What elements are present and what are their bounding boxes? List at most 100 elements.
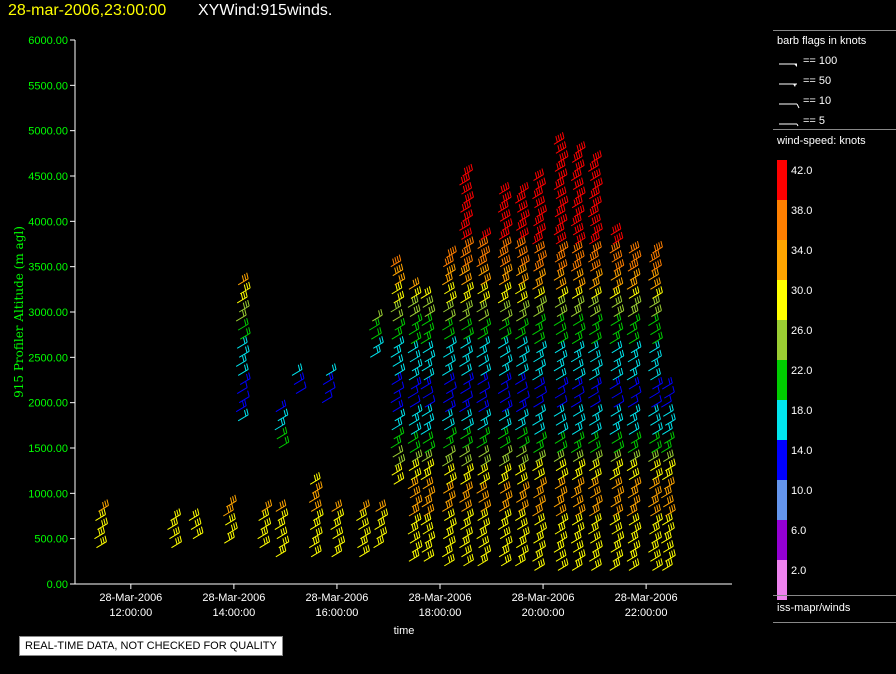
wind-barb-flag	[483, 248, 486, 255]
wind-barb	[476, 350, 487, 358]
wind-barb	[532, 282, 543, 290]
wind-barb-flag	[636, 512, 640, 520]
wind-barb-flag	[597, 332, 600, 340]
wind-barb	[532, 192, 543, 200]
wind-barb-flag	[316, 545, 320, 553]
wind-barb-flag	[523, 337, 526, 344]
wind-barb-flag	[613, 560, 616, 568]
wind-barb	[394, 278, 406, 286]
wind-barb-flag	[524, 409, 527, 417]
wind-barb-flag	[576, 441, 580, 448]
wind-barb-flag	[577, 524, 581, 531]
wind-barb	[373, 541, 384, 549]
wind-barb-flag	[449, 248, 453, 255]
wind-barb-flag	[655, 432, 658, 439]
wind-barb-flag	[660, 422, 663, 429]
wind-barb-flag	[469, 363, 472, 370]
wind-barb	[460, 296, 471, 304]
wind-barb-flag	[198, 527, 202, 535]
wind-barb-flag	[429, 505, 433, 512]
wind-barb-flag	[561, 404, 565, 411]
wind-barb-flag	[427, 541, 431, 548]
wind-barb-flag	[667, 479, 671, 486]
wind-barb-flag	[501, 248, 505, 255]
wind-barb	[499, 486, 511, 494]
wind-barb	[442, 369, 453, 376]
wind-barb	[480, 369, 491, 376]
wind-barb	[630, 482, 642, 490]
wind-barb-flag	[557, 497, 561, 504]
wind-barb-flag	[446, 529, 450, 536]
wind-barb-flag	[579, 432, 583, 439]
wind-barb-flag	[557, 542, 561, 549]
wind-barb	[461, 414, 472, 422]
wind-barb	[498, 414, 510, 422]
wind-barb-flag	[576, 225, 580, 232]
wind-barb	[663, 455, 674, 463]
wind-barb	[652, 337, 663, 345]
wind-barb	[588, 527, 599, 535]
wind-barb-flag	[619, 260, 623, 267]
wind-barb-flag	[518, 249, 522, 256]
wind-barb-flag	[668, 468, 671, 476]
wind-barb-flag	[577, 468, 581, 476]
wind-barb-flag	[454, 245, 457, 252]
wind-barb	[533, 446, 544, 453]
wind-barb-flag	[519, 231, 523, 238]
wind-barb-flag	[539, 169, 542, 176]
wind-barb	[589, 373, 600, 381]
wind-barb	[609, 427, 621, 435]
wind-barb-flag	[397, 293, 400, 300]
wind-barb	[392, 269, 404, 277]
wind-barb	[190, 523, 202, 531]
wind-barb-flag	[541, 450, 544, 458]
speed-swatch-label: 6.0	[791, 525, 807, 537]
wind-barb-flag	[540, 196, 543, 204]
wind-barb-flag	[466, 211, 469, 219]
wind-barb	[555, 554, 567, 562]
wind-barb	[462, 169, 473, 177]
wind-barb-flag	[579, 168, 582, 175]
wind-barb-flag	[313, 474, 317, 481]
wind-barb	[424, 491, 436, 499]
wind-barb-flag	[415, 476, 419, 483]
wind-barb	[392, 450, 404, 458]
wind-barb-flag	[467, 319, 470, 326]
wind-barb	[225, 518, 236, 526]
wind-barb-flag	[198, 517, 202, 524]
wind-barb-flag	[636, 558, 640, 565]
wind-barb	[407, 482, 419, 490]
wind-barb	[498, 369, 510, 376]
wind-barb-flag	[562, 532, 566, 539]
wind-barb	[570, 355, 582, 363]
wind-barb-flag	[299, 373, 303, 380]
wind-barb	[570, 219, 582, 227]
wind-barb-flag	[564, 168, 568, 175]
wind-barb	[591, 337, 602, 345]
wind-barb-flag	[618, 449, 622, 456]
wind-barb	[499, 350, 511, 358]
wind-barb-flag	[448, 273, 451, 281]
wind-barb-flag	[509, 463, 512, 470]
y-axis-label: 915 Profiler Altitude (m agl)	[12, 226, 26, 398]
wind-barb-flag	[600, 494, 603, 502]
wind-barb	[410, 382, 422, 390]
wind-barb-flag	[634, 367, 638, 375]
wind-barb	[391, 332, 403, 340]
wind-barb	[627, 536, 639, 544]
wind-barb-flag	[467, 364, 470, 371]
wind-barb-flag	[632, 459, 636, 467]
wind-barb-flag	[657, 305, 660, 312]
wind-barb-flag	[483, 419, 486, 426]
wind-barb-flag	[510, 218, 513, 225]
wind-barb-flag	[419, 494, 423, 502]
wind-barb-flag	[660, 376, 663, 384]
wind-barb-flag	[450, 454, 453, 461]
wind-barb-flag	[615, 514, 619, 521]
wind-barb-flag	[402, 363, 406, 370]
wind-barb-flag	[466, 292, 469, 299]
wind-barb	[478, 314, 489, 322]
wind-barb-flag	[337, 500, 340, 507]
wind-barb	[651, 310, 662, 317]
wind-barb	[573, 437, 585, 444]
